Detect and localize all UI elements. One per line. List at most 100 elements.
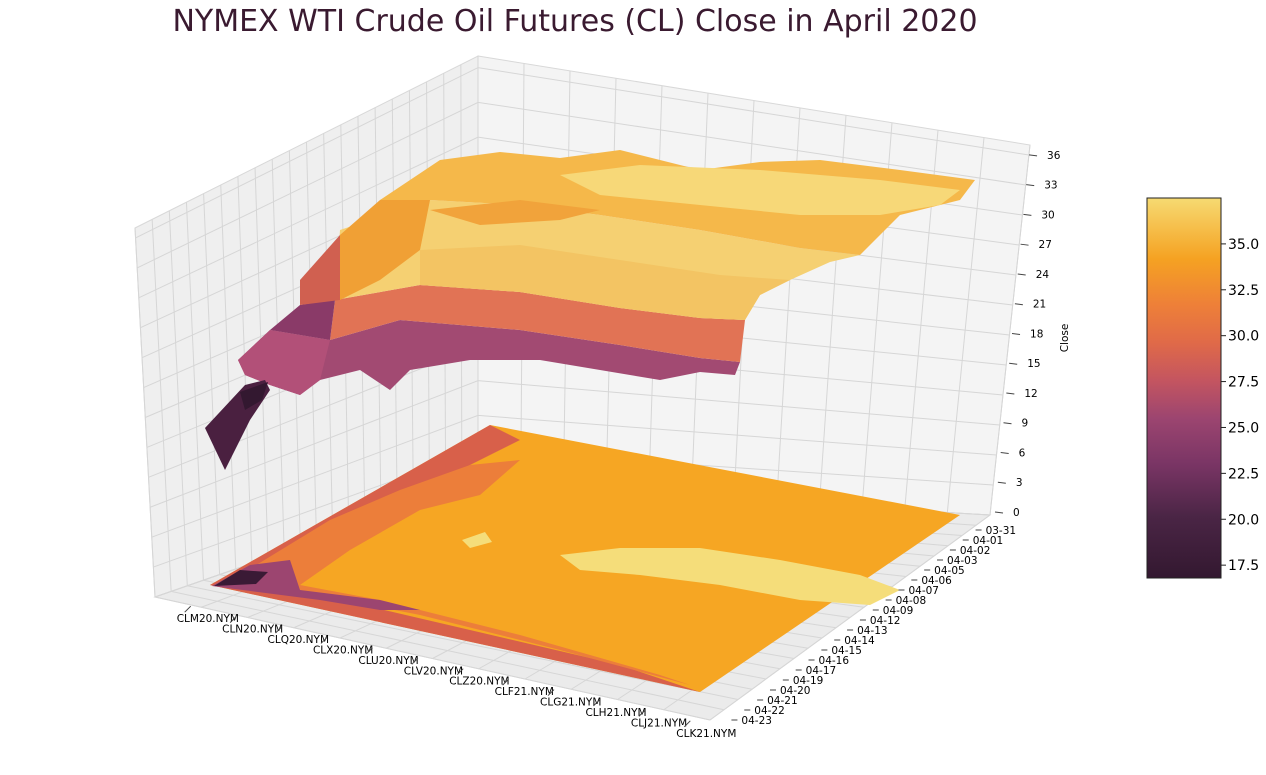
floor-gridline-y <box>187 585 739 700</box>
x-tick-mark <box>366 647 373 655</box>
x-tick-mark <box>411 657 419 665</box>
floor-gridline-y <box>154 596 711 721</box>
chart-title: NYMEX WTI Crude Oil Futures (CL) Close i… <box>172 4 978 39</box>
x-tick-label: CLZ20.NYM <box>449 676 509 688</box>
colorbar: 17.5 20.0 22.5 25.0 27.5 30.0 32.5 35.0 <box>1146 197 1259 579</box>
z-tick-label: 18 <box>1030 328 1043 340</box>
contour-band-mid <box>235 460 690 685</box>
x-tick-label: CLN20.NYM <box>222 624 283 636</box>
z-tick-mark <box>1023 213 1032 216</box>
y-tick-label: 04-15 <box>831 645 862 657</box>
x-tick-label: CLJ21.NYM <box>631 717 687 729</box>
surface-left-wing-light <box>238 330 330 395</box>
y-tick-label: 04-21 <box>767 695 798 707</box>
surface-lower-front <box>238 320 740 395</box>
z-tick-mark <box>994 511 1004 514</box>
x-tick-mark <box>275 626 282 634</box>
side-gridline-vertical <box>203 193 221 575</box>
x-tick-mark <box>593 699 600 707</box>
y-tick-label: 04-05 <box>934 565 965 577</box>
y-tick-label: 04-09 <box>883 605 914 617</box>
y-tick-label: 04-13 <box>857 625 888 637</box>
y-tick-label: 04-14 <box>844 635 875 647</box>
y-tick-label: 04-12 <box>870 615 901 627</box>
z-gridline <box>151 414 997 538</box>
surface <box>205 150 975 470</box>
side-gridline-vertical <box>220 184 237 570</box>
y-tick-label: 04-19 <box>793 675 824 687</box>
surface-left-purple <box>270 300 335 340</box>
z-tick-label: 27 <box>1039 239 1052 251</box>
x-tick-mark <box>229 616 237 623</box>
z-tick-mark <box>1017 273 1026 276</box>
z-axis-label: Close <box>1059 324 1071 353</box>
side-gridline-vertical <box>134 227 156 598</box>
x-tick-mark <box>502 678 509 686</box>
contour-light-band <box>560 548 900 605</box>
x-axis-ticks: CLM20.NYMCLN20.NYMCLQ20.NYMCLX20.NYMCLU2… <box>177 605 736 740</box>
x-tick-mark <box>638 710 646 717</box>
z-tick-label: 33 <box>1044 180 1057 192</box>
x-tick-label: CLQ20.NYM <box>268 634 329 646</box>
z-tick-label: 12 <box>1024 388 1037 400</box>
y-tick-label: 04-02 <box>960 545 991 557</box>
y-tick-label: 04-20 <box>780 685 811 697</box>
side-gridline-vertical <box>168 210 188 586</box>
x-tick-label: CLK21.NYM <box>676 728 736 740</box>
x-tick-mark <box>547 689 555 696</box>
z-tick-label: 15 <box>1027 358 1040 370</box>
z-tick-label: 36 <box>1047 150 1061 162</box>
back-gridline-vertical <box>989 144 1031 516</box>
colorbar-tick-label: 22.5 <box>1228 466 1259 482</box>
y-tick-label: 03-31 <box>986 525 1017 537</box>
surface-dark-wing-tip <box>240 382 268 410</box>
contour-light-spot <box>462 532 492 548</box>
z-tick-mark <box>1028 154 1038 157</box>
x-tick-label: CLX20.NYM <box>313 644 373 656</box>
colorbar-tick-label: 30.0 <box>1228 329 1259 345</box>
x-tick-label: CLF21.NYM <box>495 686 554 698</box>
z-tick-mark <box>1009 362 1018 365</box>
colorbar-tick-label: 25.0 <box>1228 420 1259 436</box>
z-tick-label: 0 <box>1013 507 1020 519</box>
x-tick-label: CLG21.NYM <box>540 697 601 709</box>
y-tick-label: 04-08 <box>896 595 927 607</box>
z-tick-label: 30 <box>1041 209 1054 221</box>
y-tick-label: 04-03 <box>947 555 978 567</box>
z-tick-mark <box>1014 303 1023 306</box>
surface-mid-band <box>420 245 790 320</box>
floor-gridline-y <box>171 590 725 711</box>
floor-contour <box>210 425 960 692</box>
z-gridline <box>149 380 1000 508</box>
y-tick-label: 04-01 <box>973 535 1004 547</box>
surface-orange-streak <box>430 200 600 225</box>
x-tick-mark <box>184 605 192 613</box>
z-tick-mark <box>1000 451 1009 454</box>
z-tick-mark <box>1026 184 1035 187</box>
colorbar-gradient <box>1146 197 1222 579</box>
y-tick-label: 04-23 <box>741 715 772 727</box>
x-tick-mark <box>456 668 464 676</box>
z-tick-label: 9 <box>1022 418 1029 430</box>
z-gridline <box>136 101 1026 269</box>
y-tick-label: 04-22 <box>754 705 785 717</box>
contour-dark-spot <box>214 570 268 586</box>
z-tick-mark <box>1003 422 1012 425</box>
colorbar-tick-label: 17.5 <box>1228 558 1259 574</box>
back-gridline-vertical <box>946 137 985 513</box>
y-tick-label: 04-16 <box>819 655 850 667</box>
x-tick-label: CLH21.NYM <box>585 707 646 719</box>
z-tick-label: 6 <box>1019 447 1026 459</box>
side-gridline-vertical <box>151 219 172 592</box>
side-gridline-vertical <box>185 202 204 581</box>
colorbar-ticks: 17.5 20.0 22.5 25.0 27.5 30.0 32.5 35.0 <box>1221 237 1259 574</box>
colorbar-tick-label: 27.5 <box>1228 375 1259 391</box>
surface-main-front <box>330 285 745 362</box>
colorbar-tick-label: 20.0 <box>1228 512 1259 528</box>
z-tick-label: 21 <box>1033 299 1046 311</box>
z-tick-label: 3 <box>1016 477 1023 489</box>
surface-left-orange <box>335 200 430 300</box>
x-tick-label: CLM20.NYM <box>177 613 239 625</box>
z-tick-mark <box>1011 332 1021 335</box>
